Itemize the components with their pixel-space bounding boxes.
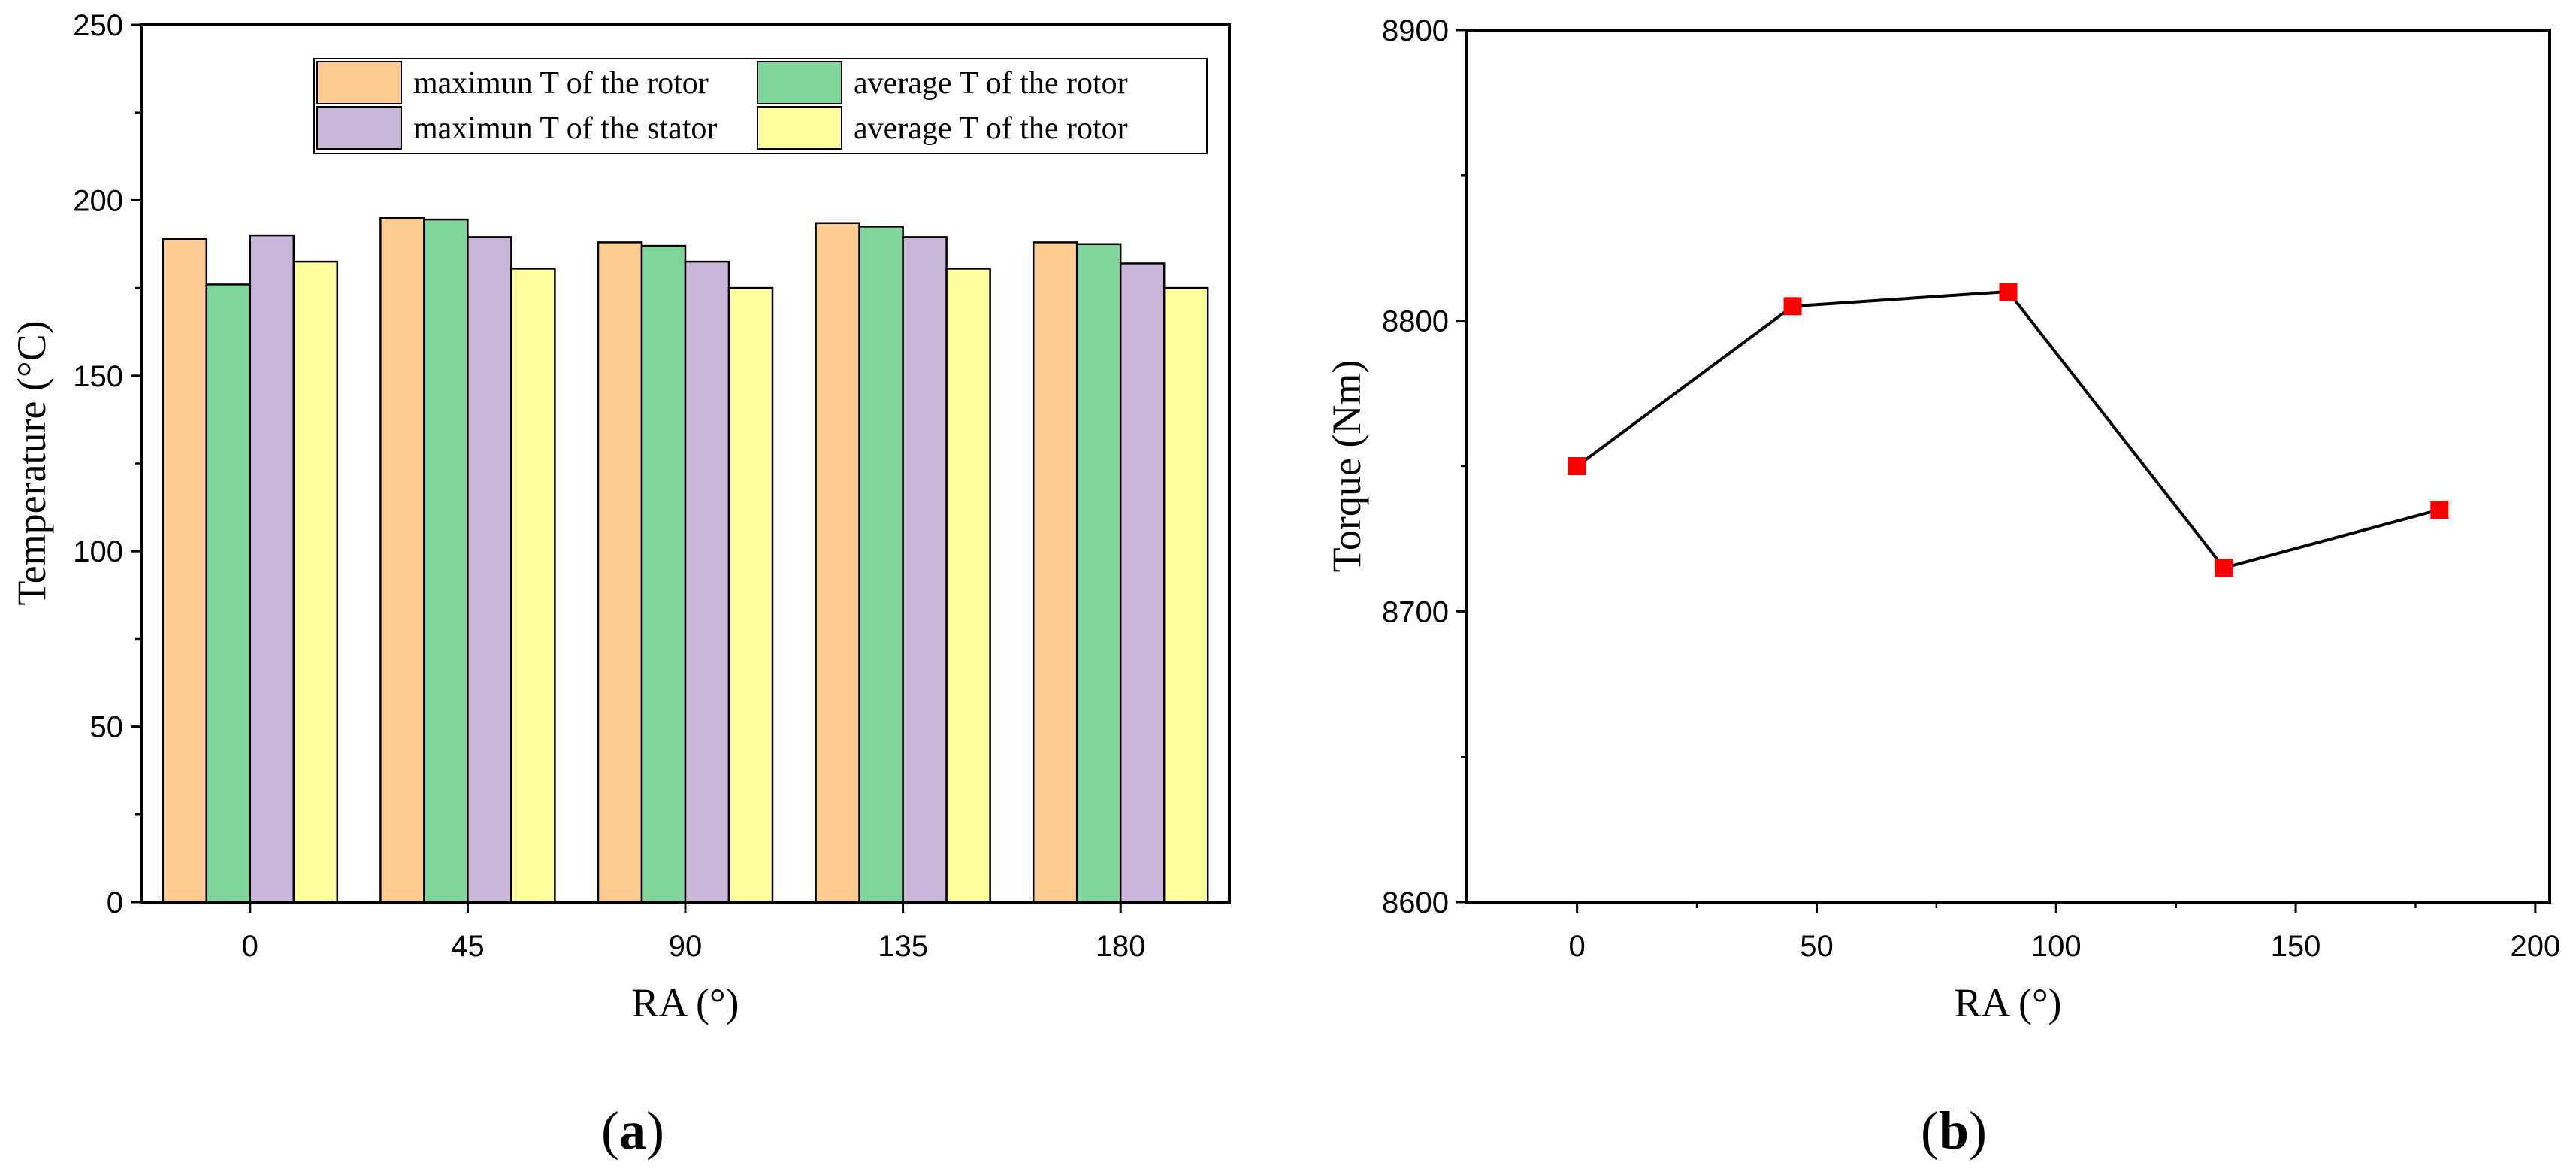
x-tick-label: 90 xyxy=(669,930,703,963)
bar-4-45 xyxy=(510,268,556,904)
panel-label-b: (b) xyxy=(1921,1101,1987,1161)
panel-label-a: (a) xyxy=(601,1101,664,1161)
bar-1-45 xyxy=(379,217,425,904)
x-tick-label: 100 xyxy=(2031,930,2082,963)
line-chart-plot-frame xyxy=(1465,29,2551,904)
bar-3-180 xyxy=(1119,262,1166,904)
bar-3-45 xyxy=(467,236,512,904)
line-chart-x-axis-title: RA (°) xyxy=(1954,980,2061,1025)
bar-chart-x-axis-title: RA (°) xyxy=(631,980,739,1025)
x-tick-label: 0 xyxy=(1569,930,1586,963)
bar-2-45 xyxy=(423,218,469,904)
x-tick-label: 135 xyxy=(878,930,928,963)
legend-swatch-4 xyxy=(757,106,842,150)
bar-4-135 xyxy=(945,268,991,904)
y-tick-label: 8900 xyxy=(1382,14,1449,47)
y-tick-label: 150 xyxy=(73,360,123,393)
x-tick-label: 50 xyxy=(1800,930,1834,963)
bar-1-135 xyxy=(815,222,860,904)
torque-point-0 xyxy=(1568,457,1586,475)
legend-swatch-2 xyxy=(757,61,842,104)
bar-3-135 xyxy=(902,236,948,904)
x-tick-label: 180 xyxy=(1096,930,1146,963)
bar-4-0 xyxy=(292,260,339,904)
x-tick-label: 45 xyxy=(451,930,485,963)
legend-swatch-3 xyxy=(316,106,402,150)
torque-point-180 xyxy=(2430,501,2449,519)
torque-point-90 xyxy=(1999,283,2018,301)
line-chart-y-axis-title: Torque (Nm) xyxy=(1324,360,1369,573)
legend-label-3: maximun T of the stator xyxy=(413,111,717,146)
bar-1-90 xyxy=(597,241,643,904)
x-tick-label: 200 xyxy=(2510,930,2560,963)
bar-4-180 xyxy=(1163,286,1209,904)
bar-2-90 xyxy=(640,244,687,904)
legend-swatch-1 xyxy=(316,61,402,104)
y-tick-label: 8700 xyxy=(1382,595,1449,628)
torque-series-line xyxy=(1576,289,2440,570)
bar-chart-y-axis-title: Temperature (°C) xyxy=(9,320,54,605)
bar-2-0 xyxy=(205,283,252,904)
legend-label-2: average T of the rotor xyxy=(854,66,1128,101)
y-tick-label: 8800 xyxy=(1382,305,1449,338)
bar-3-0 xyxy=(249,234,295,904)
x-tick-label: 0 xyxy=(242,930,259,963)
y-tick-label: 0 xyxy=(107,886,123,919)
torque-point-135 xyxy=(2215,559,2233,577)
y-tick-label: 8600 xyxy=(1382,886,1449,919)
line-chart-panel-b: 8600 8700 8800 8900 0 50 100 150 200 Torque (Nm… xyxy=(1324,14,2560,1161)
legend-label-1: maximun T of the rotor xyxy=(413,66,709,101)
bar-4-90 xyxy=(727,286,774,904)
bar-2-135 xyxy=(858,226,904,904)
torque-point-45 xyxy=(1783,297,1802,316)
y-tick-label: 250 xyxy=(73,9,123,42)
bar-chart-legend: maximun T of the rotor average T of the r… xyxy=(313,58,1208,154)
bar-chart-panel-a: 0 50 100 150 200 250 0 45 90 135 180 Temperature … xyxy=(9,9,1231,1161)
bar-3-90 xyxy=(684,260,730,904)
bar-1-180 xyxy=(1032,241,1078,904)
y-tick-label: 200 xyxy=(73,184,123,217)
bar-2-180 xyxy=(1075,243,1122,904)
y-tick-label: 100 xyxy=(73,535,123,568)
legend-label-4: average T of the rotor xyxy=(854,111,1128,146)
y-tick-label: 50 xyxy=(90,711,124,744)
bar-1-0 xyxy=(162,238,208,904)
x-tick-label: 150 xyxy=(2271,930,2321,963)
